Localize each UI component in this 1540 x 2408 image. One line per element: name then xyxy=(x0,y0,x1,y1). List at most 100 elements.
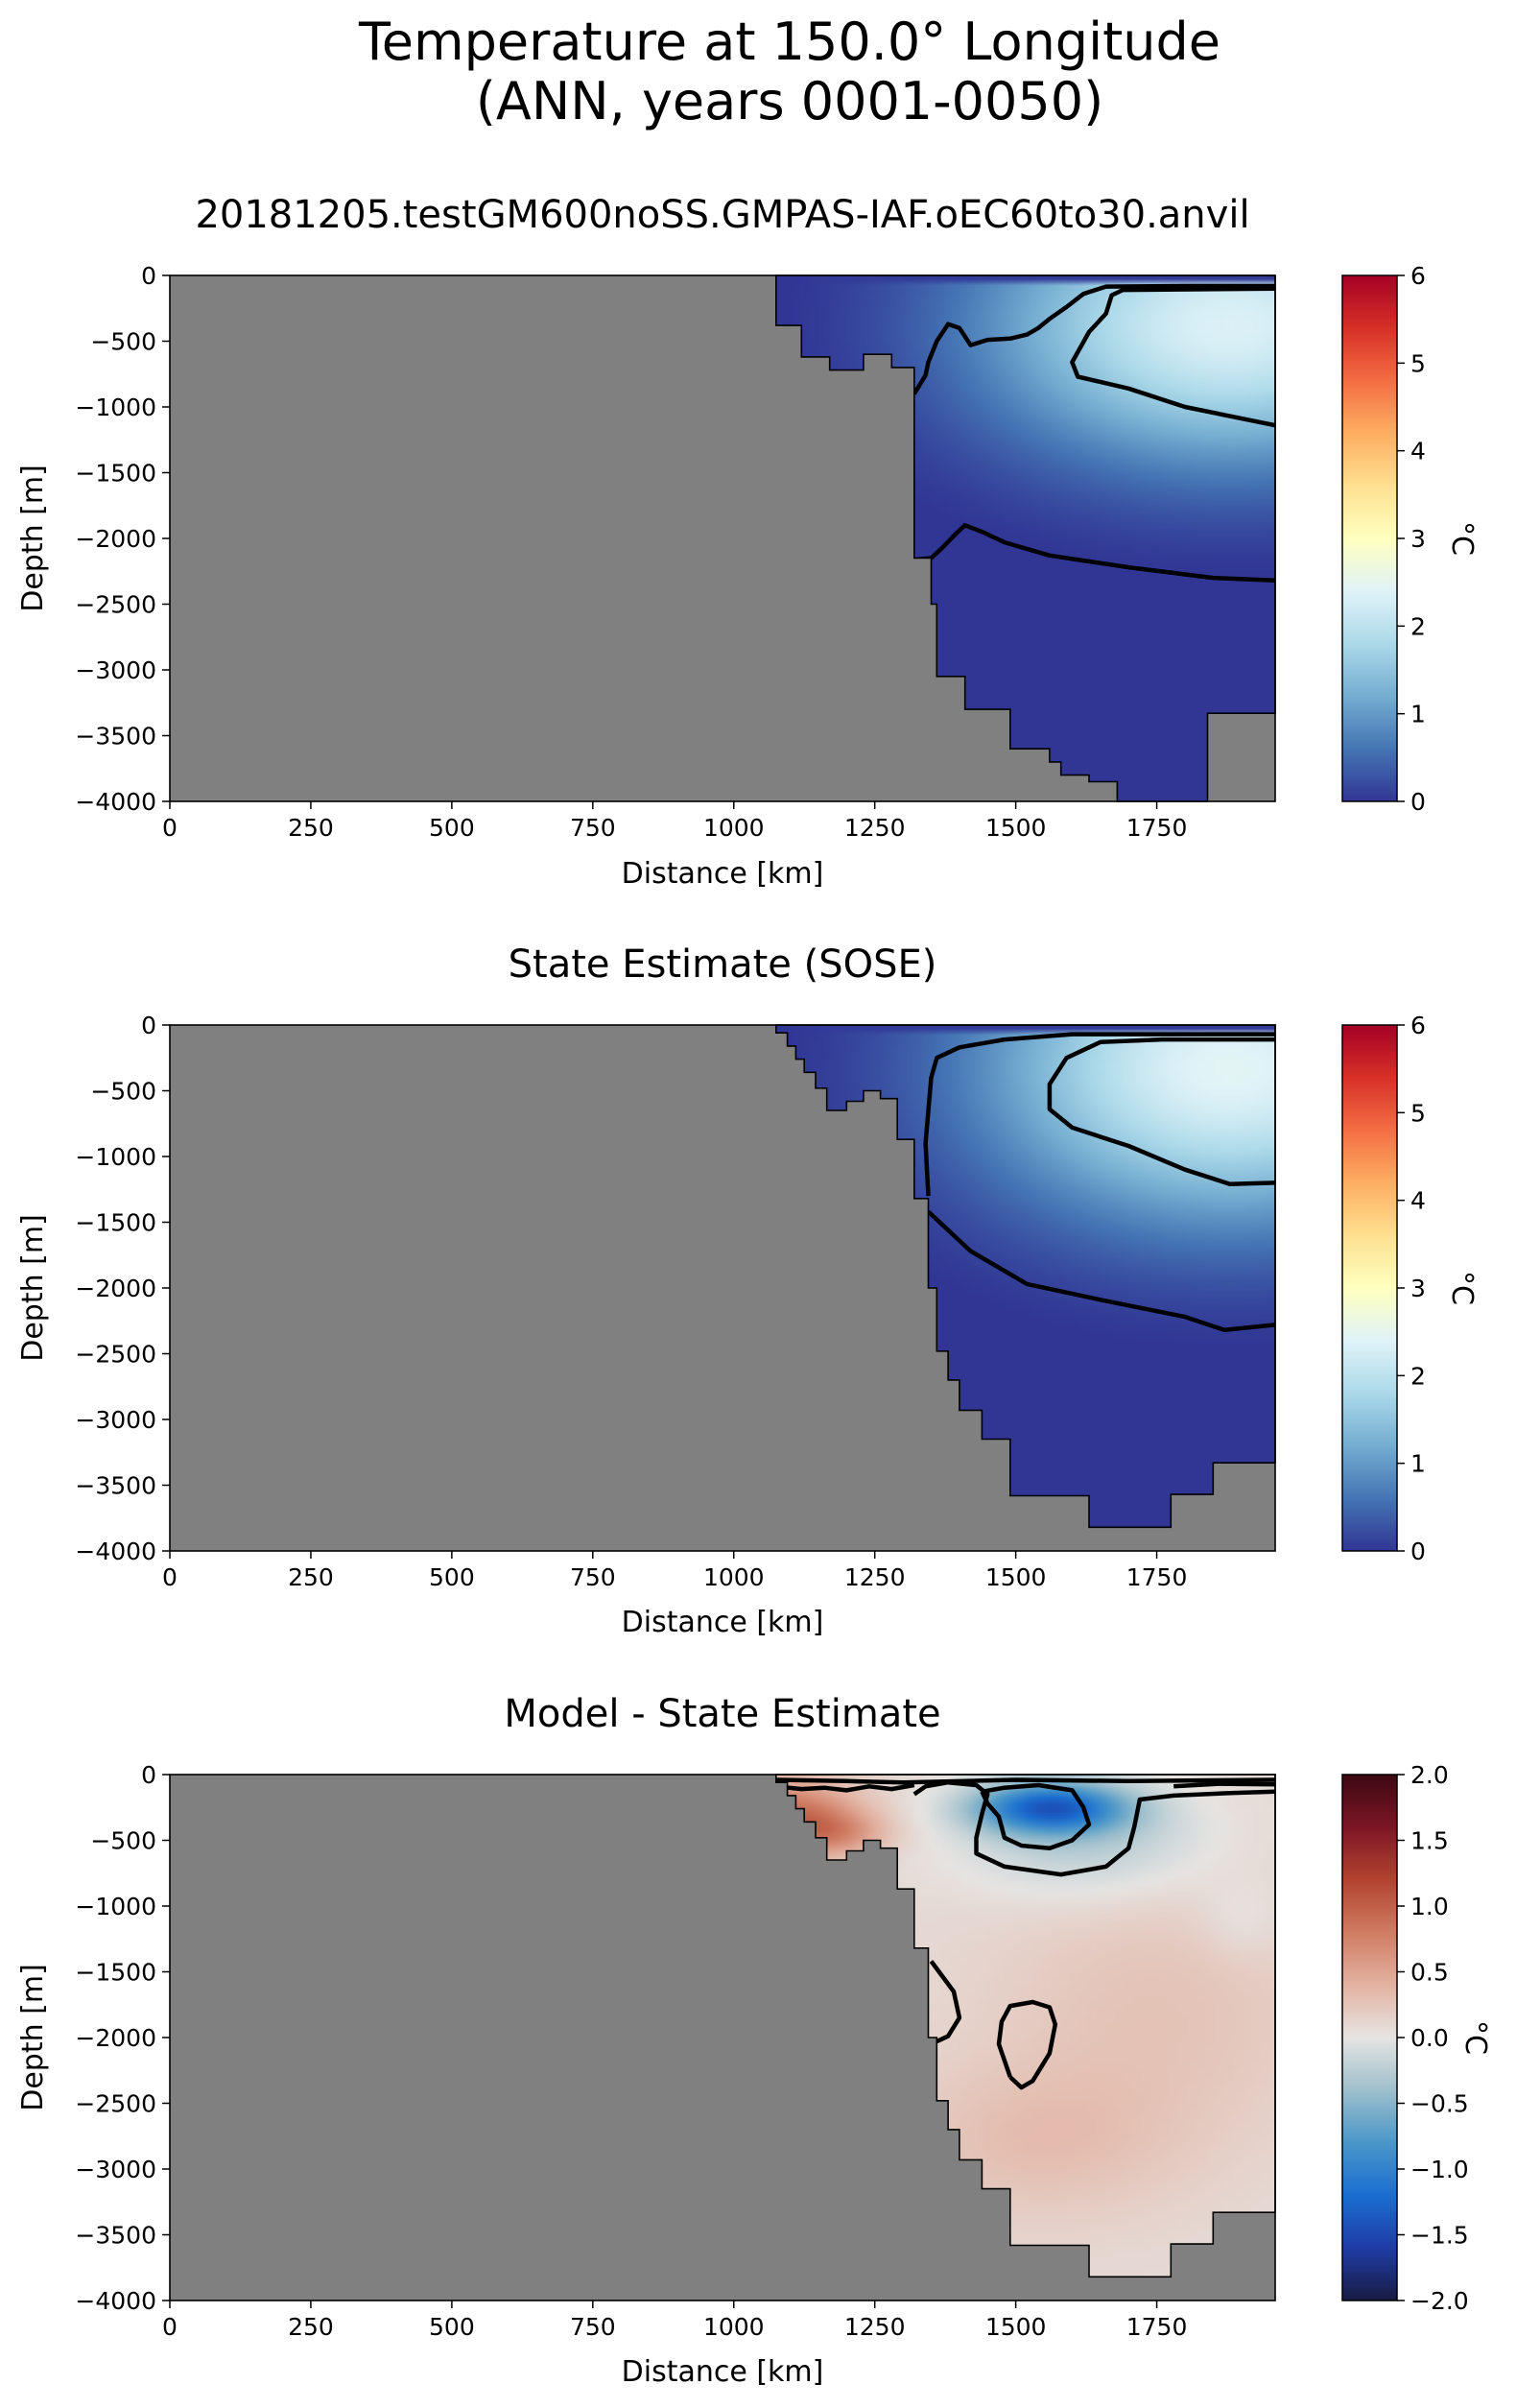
x-tick-label: 750 xyxy=(570,814,616,842)
y-tick-label: −1500 xyxy=(75,1209,156,1237)
y-tick-label: −1000 xyxy=(75,1143,156,1171)
y-tick-label: −3500 xyxy=(75,723,156,751)
colorbar-label: °C xyxy=(1458,2020,1492,2055)
y-tick-label: −500 xyxy=(90,328,156,356)
contour-line xyxy=(775,1782,915,1793)
y-tick-label: −1000 xyxy=(75,1893,156,1920)
y-tick-label: −3000 xyxy=(75,2156,156,2183)
figure-title-line1: Temperature at 150.0° Longitude xyxy=(358,12,1220,72)
y-tick-label: −3000 xyxy=(75,656,156,684)
x-tick-label: 0 xyxy=(162,814,178,842)
bathymetry-edge xyxy=(774,274,1276,802)
y-tick-label: −2500 xyxy=(75,1341,156,1369)
colorbar-tick-label: 1.0 xyxy=(1410,1893,1449,1920)
bathymetry-edge xyxy=(774,1774,1276,2278)
colorbar-tick-label: 5 xyxy=(1410,349,1426,377)
contour-line xyxy=(1173,1781,1275,1789)
y-tick-label: −4000 xyxy=(75,2287,156,2315)
y-axis-label: Depth [m] xyxy=(16,1214,50,1362)
contour-line xyxy=(1070,286,1275,428)
y-axis-label: Depth [m] xyxy=(16,465,50,612)
y-tick-label: −3000 xyxy=(75,1406,156,1434)
contour-lines xyxy=(912,283,1275,584)
colorbar-label: °C xyxy=(1445,521,1479,556)
panel-model: 20181205.testGM600noSS.GMPAS-IAF.oEC60to… xyxy=(16,193,1479,891)
y-axis-label: Depth [m] xyxy=(16,1964,50,2111)
colorbar-tick-label: 0.0 xyxy=(1410,2024,1449,2052)
x-tick-label: 0 xyxy=(162,2313,178,2341)
colorbar-tick-label: 2 xyxy=(1410,612,1426,640)
x-axis-label: Distance [km] xyxy=(622,1606,824,1639)
y-tick-label: −2500 xyxy=(75,591,156,619)
x-tick-label: 250 xyxy=(288,1563,334,1591)
colorbar-tick-label: 2.0 xyxy=(1410,1761,1449,1789)
colorbar-tick-label: 4 xyxy=(1410,438,1426,465)
panel-title: Model - State Estimate xyxy=(504,1692,940,1736)
contour-line xyxy=(775,1777,1275,1785)
x-tick-label: 1750 xyxy=(1126,2313,1188,2341)
colorbar-tick-label: 3 xyxy=(1410,525,1426,553)
colorbar-tick-label: −1.0 xyxy=(1410,2156,1469,2183)
x-tick-label: 750 xyxy=(570,1563,616,1591)
colorbar-tick-label: 6 xyxy=(1410,1012,1426,1039)
x-tick-label: 1250 xyxy=(844,1563,906,1591)
panel-difference: Model - State Estimate Distance [km] Dep… xyxy=(16,1692,1492,2389)
colorbar-tick-label: 2 xyxy=(1410,1362,1426,1390)
panel-sose: State Estimate (SOSE) Distance [km] Dept… xyxy=(16,942,1479,1639)
contour-line xyxy=(916,523,1275,584)
y-tick-label: 0 xyxy=(141,1012,156,1039)
y-tick-label: −2500 xyxy=(75,2090,156,2118)
x-tick-label: 250 xyxy=(288,2313,334,2341)
y-tick-label: −2000 xyxy=(75,2024,156,2052)
x-tick-label: 1750 xyxy=(1126,814,1188,842)
x-axis-label: Distance [km] xyxy=(622,2355,824,2389)
colorbar-tick-label: −1.5 xyxy=(1410,2222,1469,2250)
x-tick-label: 1000 xyxy=(703,2313,765,2341)
y-tick-label: 0 xyxy=(141,262,156,290)
colorbar-tick-label: 0.5 xyxy=(1410,1959,1449,1987)
colorbar-tick-label: 1 xyxy=(1410,1450,1426,1478)
colorbar-tick-label: 1 xyxy=(1410,701,1426,728)
x-tick-label: 1500 xyxy=(985,1563,1047,1591)
y-tick-label: −1500 xyxy=(75,460,156,488)
y-tick-label: −1000 xyxy=(75,393,156,421)
x-tick-label: 500 xyxy=(429,1563,475,1591)
colorbar-tick-label: 3 xyxy=(1410,1275,1426,1302)
colorbar xyxy=(1341,1024,1398,1552)
colorbar-tick-label: 1.5 xyxy=(1410,1827,1449,1855)
y-tick-label: −3500 xyxy=(75,2222,156,2250)
y-tick-label: −4000 xyxy=(75,1538,156,1565)
colorbar-tick-label: 6 xyxy=(1410,262,1426,290)
x-tick-label: 500 xyxy=(429,814,475,842)
y-tick-label: −500 xyxy=(90,1078,156,1106)
x-tick-label: 0 xyxy=(162,1563,178,1591)
colorbar-tick-label: 5 xyxy=(1410,1099,1426,1127)
x-tick-label: 1500 xyxy=(985,2313,1047,2341)
panel-title: 20181205.testGM600noSS.GMPAS-IAF.oEC60to… xyxy=(195,193,1249,237)
contour-line xyxy=(912,283,1275,395)
y-tick-label: 0 xyxy=(141,1761,156,1789)
figure-title-line2: (ANN, years 0001-0050) xyxy=(476,71,1103,131)
colorbar xyxy=(1341,1774,1398,2301)
colorbar-tick-label: 0 xyxy=(1410,788,1426,816)
colorbar-tick-label: −2.0 xyxy=(1410,2287,1469,2315)
colorbar-tick-label: −0.5 xyxy=(1410,2090,1469,2118)
colorbar-tick-label: 0 xyxy=(1410,1538,1426,1565)
bathymetry-edge xyxy=(774,1024,1276,1529)
x-tick-label: 750 xyxy=(570,2313,616,2341)
x-tick-label: 250 xyxy=(288,814,334,842)
contour-line xyxy=(926,1209,1275,1333)
contour-line xyxy=(980,1782,1092,1850)
y-tick-label: −500 xyxy=(90,1827,156,1855)
x-tick-label: 1750 xyxy=(1126,1563,1188,1591)
contour-line xyxy=(1047,1037,1275,1187)
y-tick-label: −4000 xyxy=(75,788,156,816)
x-axis-label: Distance [km] xyxy=(622,857,824,891)
x-tick-label: 1250 xyxy=(844,2313,906,2341)
y-tick-label: −3500 xyxy=(75,1472,156,1500)
x-tick-label: 1000 xyxy=(703,1563,765,1591)
contour-lines xyxy=(775,1777,1275,2090)
colorbar-tick-label: 4 xyxy=(1410,1187,1426,1215)
panel-title: State Estimate (SOSE) xyxy=(509,942,937,987)
